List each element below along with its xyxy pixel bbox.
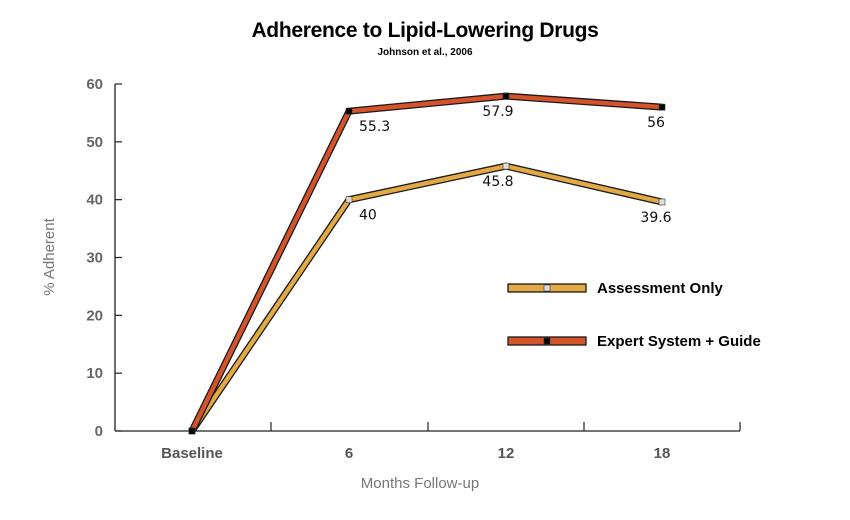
chart-subtitle: Johnson et al., 2006	[377, 47, 472, 58]
x-tick-label: Baseline	[161, 445, 223, 462]
series-line-assessment-only	[190, 163, 663, 433]
y-tick-label: 0	[95, 423, 103, 440]
series-layer: 40 45.8 39.6 55.3 57.9 56	[188, 92, 672, 435]
data-point-expert-system-guide	[345, 107, 353, 115]
data-label: 55.3	[359, 119, 390, 135]
data-point-expert-system-guide	[502, 92, 510, 100]
axes: 0 10 20 30 40 50 60 Baseline 6 12 18	[86, 76, 741, 462]
x-axis-label: Months Follow-up	[361, 475, 479, 492]
legend-marker-assessment-only	[543, 284, 551, 292]
data-label: 57.9	[482, 104, 513, 120]
y-tick-label: 10	[86, 365, 103, 382]
series-line-expert-system-guide	[190, 93, 663, 432]
data-point-expert-system-guide	[658, 103, 666, 111]
series-line-outline-assessment-only	[189, 162, 663, 433]
legend-label-assessment-only: Assessment Only	[597, 280, 724, 297]
data-label: 45.8	[482, 174, 513, 190]
data-label: 40	[359, 208, 377, 224]
data-point-assessment-only	[502, 162, 510, 170]
data-point-assessment-only	[345, 196, 353, 203]
y-tick-label: 40	[86, 192, 103, 209]
y-tick-label: 60	[86, 76, 103, 93]
legend-label-expert-system-guide: Expert System + Guide	[597, 333, 761, 350]
data-point-expert-system-guide	[188, 427, 196, 435]
chart-title: Adherence to Lipid-Lowering Drugs	[251, 19, 598, 42]
legend: Assessment Only Expert System + Guide	[507, 280, 761, 350]
series-line-outline-expert-system-guide	[188, 92, 663, 433]
data-label: 56	[647, 115, 665, 131]
legend-marker-expert-system-guide	[543, 337, 551, 345]
data-label: 39.6	[640, 210, 671, 226]
data-point-assessment-only	[658, 198, 666, 206]
x-tick-label: 18	[654, 445, 671, 462]
x-tick-label: 6	[345, 445, 353, 462]
y-tick-label: 30	[86, 250, 103, 267]
x-tick-label: 12	[498, 445, 515, 462]
y-tick-label: 50	[86, 134, 103, 151]
y-axis-label: % Adherent	[41, 217, 58, 295]
y-tick-label: 20	[86, 307, 103, 324]
